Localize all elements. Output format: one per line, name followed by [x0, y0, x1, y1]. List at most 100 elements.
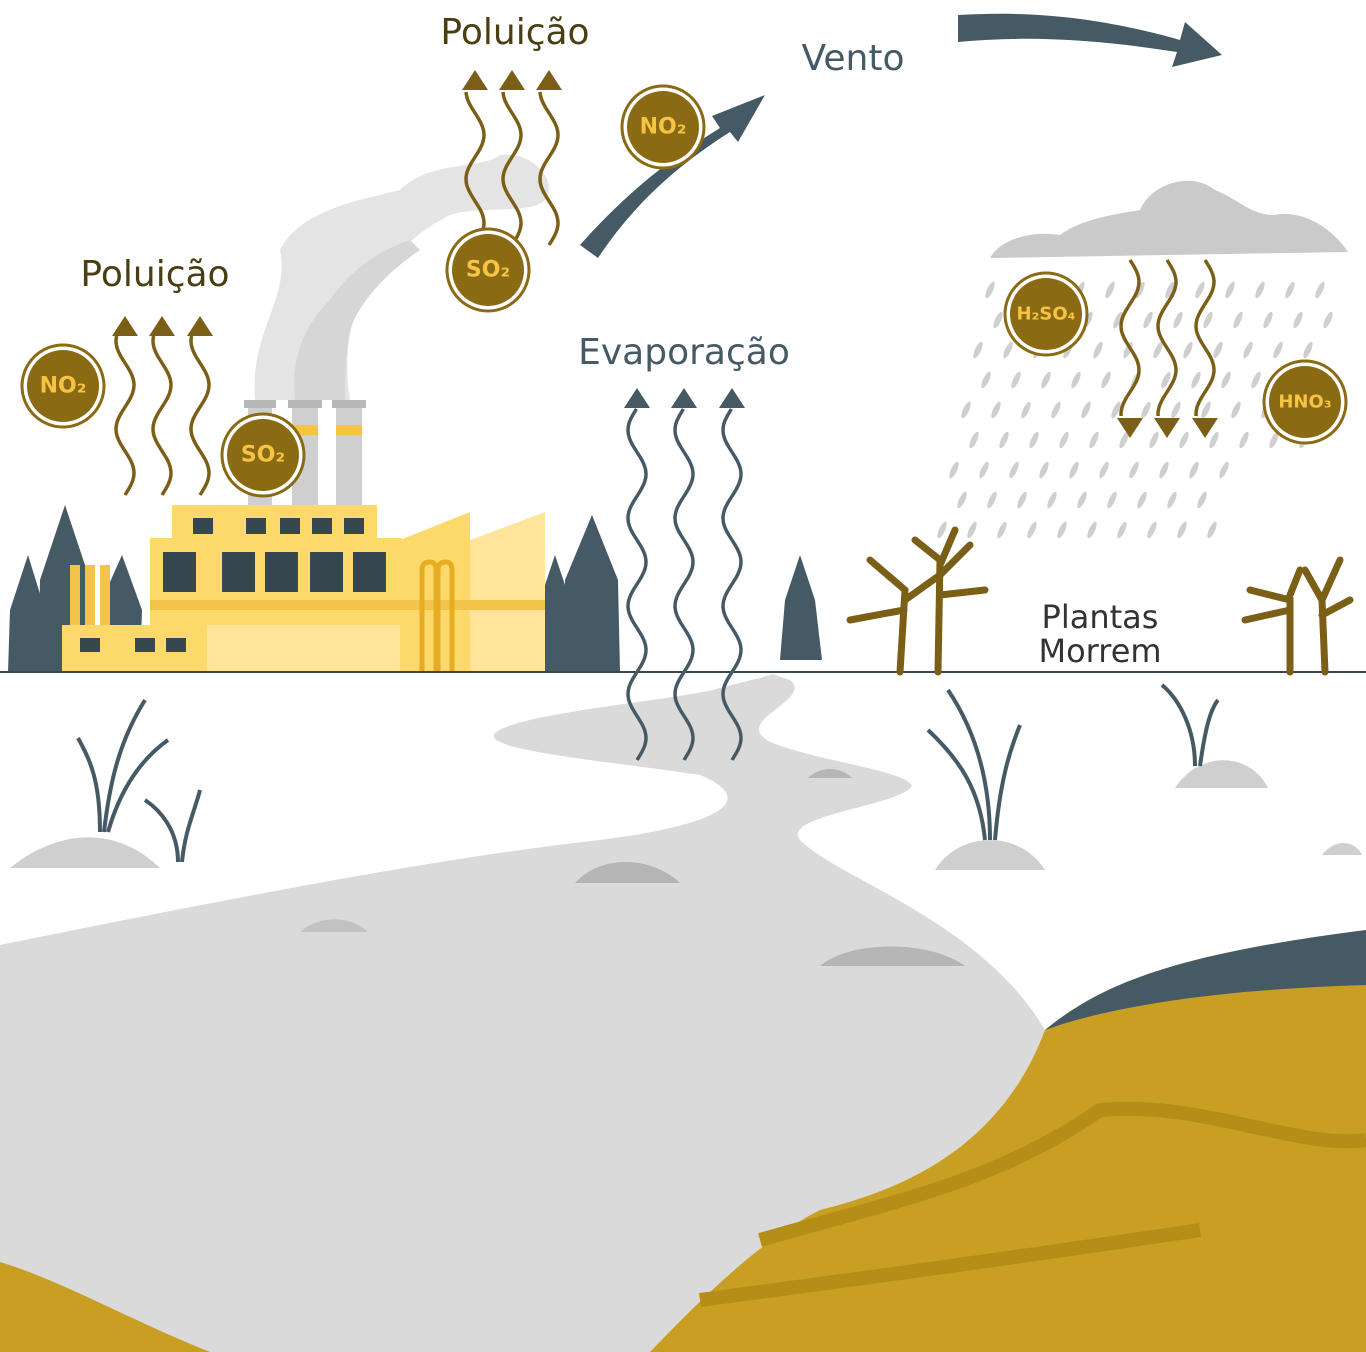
- raindrop: [1323, 311, 1333, 329]
- raindrop: [949, 461, 959, 479]
- river: [0, 674, 1045, 1352]
- wavy-line: [626, 408, 648, 761]
- raindrop: [1219, 461, 1229, 479]
- molecule-label: HNO₃: [1278, 392, 1331, 413]
- label: Morrem: [1038, 632, 1161, 670]
- wavy-line: [538, 91, 560, 246]
- wavy-arrows: [112, 70, 1218, 761]
- raindrop: [1303, 341, 1313, 359]
- arrow-head: [671, 388, 697, 408]
- raindrop: [1213, 341, 1223, 359]
- arrow-head: [462, 70, 488, 90]
- raindrop: [1081, 401, 1091, 419]
- raindrop: [1153, 341, 1163, 359]
- raindrop: [1201, 401, 1211, 419]
- arrow-head: [1154, 418, 1180, 438]
- raindrop: [1105, 281, 1115, 299]
- molecule: [27, 350, 99, 422]
- raindrop: [1147, 521, 1157, 539]
- wavy-line: [189, 335, 211, 496]
- label: Plantas: [1042, 598, 1159, 636]
- raindrop: [1011, 371, 1021, 389]
- arrow-head: [499, 70, 525, 90]
- raindrop: [1239, 431, 1249, 449]
- raindrop: [1173, 311, 1183, 329]
- arrow-head: [719, 388, 745, 408]
- bank-left: [0, 1262, 210, 1352]
- raindrop: [1167, 491, 1177, 509]
- wavy-line: [1156, 259, 1178, 417]
- wind-arrow: [958, 13, 1222, 67]
- raindrop: [1059, 431, 1069, 449]
- dry-grass: [76, 683, 1220, 863]
- raindrop: [1057, 521, 1067, 539]
- raindrop: [1177, 521, 1187, 539]
- rocks: [10, 760, 1362, 966]
- raindrop: [1191, 371, 1201, 389]
- cliff-top: [1045, 930, 1366, 1030]
- raindrop: [1051, 401, 1061, 419]
- wavy-line: [464, 91, 486, 246]
- molecule: [452, 234, 524, 306]
- label: Vento: [802, 38, 905, 79]
- raindrop: [1143, 311, 1153, 329]
- molecule-label: NO₂: [640, 115, 687, 140]
- raindrop: [1111, 401, 1121, 419]
- cloud: [990, 180, 1348, 258]
- wavy-line: [501, 91, 523, 246]
- molecule: [1010, 278, 1082, 350]
- raindrop: [1225, 281, 1235, 299]
- raindrop: [1099, 461, 1109, 479]
- raindrop: [1089, 431, 1099, 449]
- raindrop: [1273, 341, 1283, 359]
- molecule: [1269, 366, 1341, 438]
- raindrop: [1117, 521, 1127, 539]
- raindrop: [1159, 461, 1169, 479]
- raindrop: [993, 311, 1003, 329]
- raindrop: [1221, 371, 1231, 389]
- raindrop: [1285, 281, 1295, 299]
- cliff-layers: [699, 1101, 1366, 1307]
- molecule-label: NO₂: [40, 374, 87, 399]
- raindrop: [1009, 461, 1019, 479]
- arrow-head: [536, 70, 562, 90]
- raindrop: [969, 431, 979, 449]
- molecule: [627, 91, 699, 163]
- molecule-label: H₂SO₄: [1016, 304, 1075, 325]
- raindrop: [937, 521, 947, 539]
- raindrop: [1039, 461, 1049, 479]
- raindrop: [1189, 461, 1199, 479]
- dead-trees: [846, 526, 1354, 676]
- raindrop: [1179, 431, 1189, 449]
- raindrop: [1021, 401, 1031, 419]
- raindrop: [979, 461, 989, 479]
- raindrop: [973, 341, 983, 359]
- raindrop: [1251, 371, 1261, 389]
- raindrop: [1113, 311, 1123, 329]
- raindrop: [1315, 281, 1325, 299]
- raindrop: [1029, 431, 1039, 449]
- raindrop: [1129, 461, 1139, 479]
- arrow-head: [1117, 418, 1143, 438]
- raindrop: [1027, 521, 1037, 539]
- raindrop: [981, 371, 991, 389]
- raindrop: [987, 491, 997, 509]
- raindrop: [1107, 491, 1117, 509]
- arrow-head: [149, 316, 175, 336]
- molecule-label: SO₂: [466, 258, 510, 283]
- raindrop: [1119, 431, 1129, 449]
- raindrop: [1207, 521, 1217, 539]
- raindrop: [1171, 401, 1181, 419]
- raindrop: [1195, 281, 1205, 299]
- raindrop: [985, 281, 995, 299]
- raindrop: [1197, 491, 1207, 509]
- raindrop: [1209, 431, 1219, 449]
- raindrop: [1047, 491, 1057, 509]
- raindrop: [1069, 461, 1079, 479]
- raindrop: [1141, 401, 1151, 419]
- arrow-head: [1192, 418, 1218, 438]
- raindrop: [1269, 431, 1279, 449]
- raindrop: [1087, 521, 1097, 539]
- rain: [937, 281, 1333, 539]
- raindrop: [991, 401, 1001, 419]
